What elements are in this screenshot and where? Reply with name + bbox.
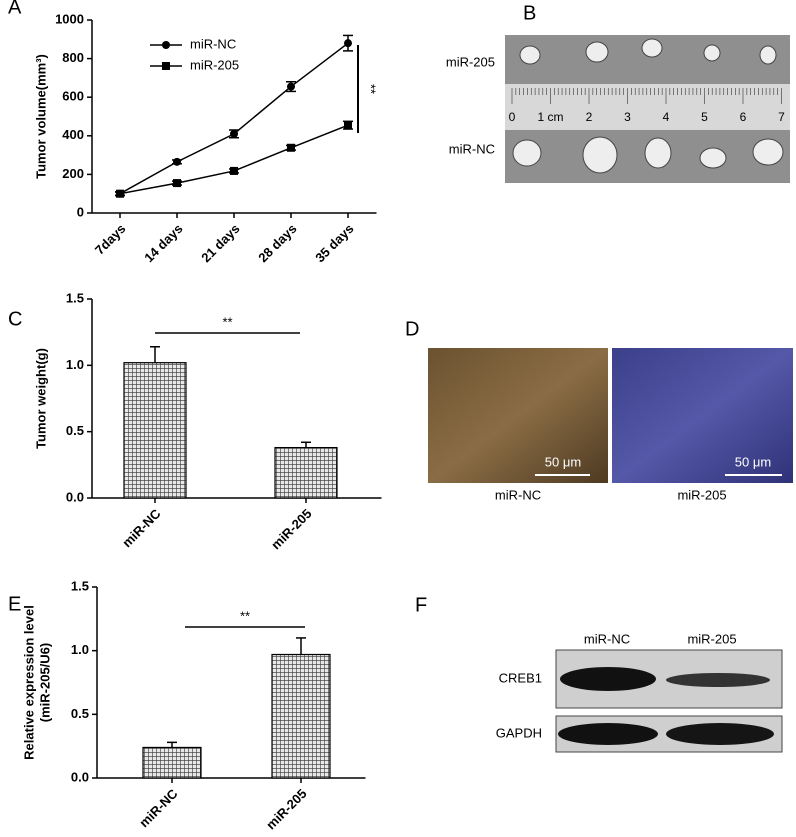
y-tick-label: 1.0 — [71, 642, 89, 657]
ruler-label: 5 — [701, 110, 708, 124]
x-tick-label: 21 days — [198, 221, 242, 265]
y-axis-label: Relative expression level — [21, 605, 36, 760]
ruler-label: 3 — [624, 110, 631, 124]
marker — [287, 82, 295, 91]
panel-letter: B — [523, 2, 536, 24]
band — [666, 723, 774, 745]
y-tick-label: 1.5 — [71, 578, 89, 593]
ruler-label: 2 — [586, 110, 593, 124]
y-tick-label: 800 — [62, 50, 84, 65]
band — [560, 667, 656, 691]
legend-marker — [162, 62, 170, 70]
marker — [173, 157, 181, 166]
y-tick-label: 0 — [77, 204, 84, 219]
ihc-image — [428, 348, 608, 483]
row-label: miR-205 — [446, 54, 495, 69]
image-label: miR-205 — [677, 487, 726, 502]
ruler-label: 4 — [663, 110, 670, 124]
y-tick-label: 400 — [62, 127, 84, 142]
legend-label: miR-205 — [190, 57, 239, 72]
significance: ** — [240, 608, 250, 623]
ruler-label: 1 cm — [537, 110, 563, 124]
y-tick-label: 1.5 — [66, 290, 84, 305]
x-tick-label: miR-205 — [268, 506, 314, 552]
scale-label: 50 μm — [545, 454, 581, 469]
panel-letter: F — [415, 594, 427, 616]
y-tick-label: 0.5 — [66, 423, 84, 438]
marker — [344, 39, 352, 48]
marker — [173, 179, 181, 188]
y-tick-label: 200 — [62, 166, 84, 181]
significance: ** — [364, 84, 379, 94]
y-tick-label: 0.5 — [71, 706, 89, 721]
lane-label: miR-NC — [584, 631, 630, 646]
marker — [230, 166, 238, 175]
legend-label: miR-NC — [190, 36, 236, 51]
ruler-label: 7 — [778, 110, 785, 124]
marker — [287, 143, 295, 152]
lane-label: miR-205 — [687, 631, 736, 646]
bar — [271, 653, 331, 779]
y-tick-label: 600 — [62, 89, 84, 104]
ruler-label: 0 — [509, 110, 516, 124]
x-tick-label: miR-NC — [119, 506, 164, 551]
band-label: GAPDH — [496, 725, 542, 740]
y-axis-label: Tumor weight(g) — [33, 348, 48, 449]
significance: ** — [222, 314, 232, 329]
ruler-label: 6 — [740, 110, 747, 124]
tumors — [512, 38, 784, 174]
y-axis-label: (miR-205/U6) — [37, 643, 52, 722]
marker — [116, 189, 124, 198]
scale-label: 50 μm — [735, 454, 771, 469]
band-label: CREB1 — [499, 670, 542, 685]
band — [666, 673, 770, 687]
legend-marker — [162, 41, 170, 49]
row-label: miR-NC — [449, 141, 495, 156]
image-label: miR-NC — [495, 487, 541, 502]
ihc-image — [612, 348, 793, 483]
y-tick-label: 1.0 — [66, 357, 84, 372]
marker — [230, 129, 238, 138]
y-axis-label: Tumor volume(mm³) — [33, 54, 48, 179]
bar — [123, 362, 187, 499]
x-tick-label: 14 days — [141, 221, 185, 265]
x-tick-label: miR-205 — [263, 786, 309, 832]
panel-letter: C — [8, 308, 22, 330]
bar — [274, 446, 338, 499]
band — [558, 723, 658, 745]
panel-letter: E — [8, 593, 21, 615]
panel-letter: A — [8, 0, 22, 18]
marker — [344, 121, 352, 130]
y-tick-label: 0.0 — [66, 489, 84, 504]
y-tick-label: 1000 — [55, 11, 84, 26]
ruler — [505, 84, 790, 130]
bar — [142, 746, 202, 779]
x-tick-label: 7days — [92, 221, 129, 258]
x-tick-label: miR-NC — [136, 786, 181, 831]
x-tick-label: 35 days — [312, 221, 356, 265]
y-tick-label: 0.0 — [71, 769, 89, 784]
panel-letter: D — [405, 318, 419, 340]
x-tick-label: 28 days — [255, 221, 299, 265]
